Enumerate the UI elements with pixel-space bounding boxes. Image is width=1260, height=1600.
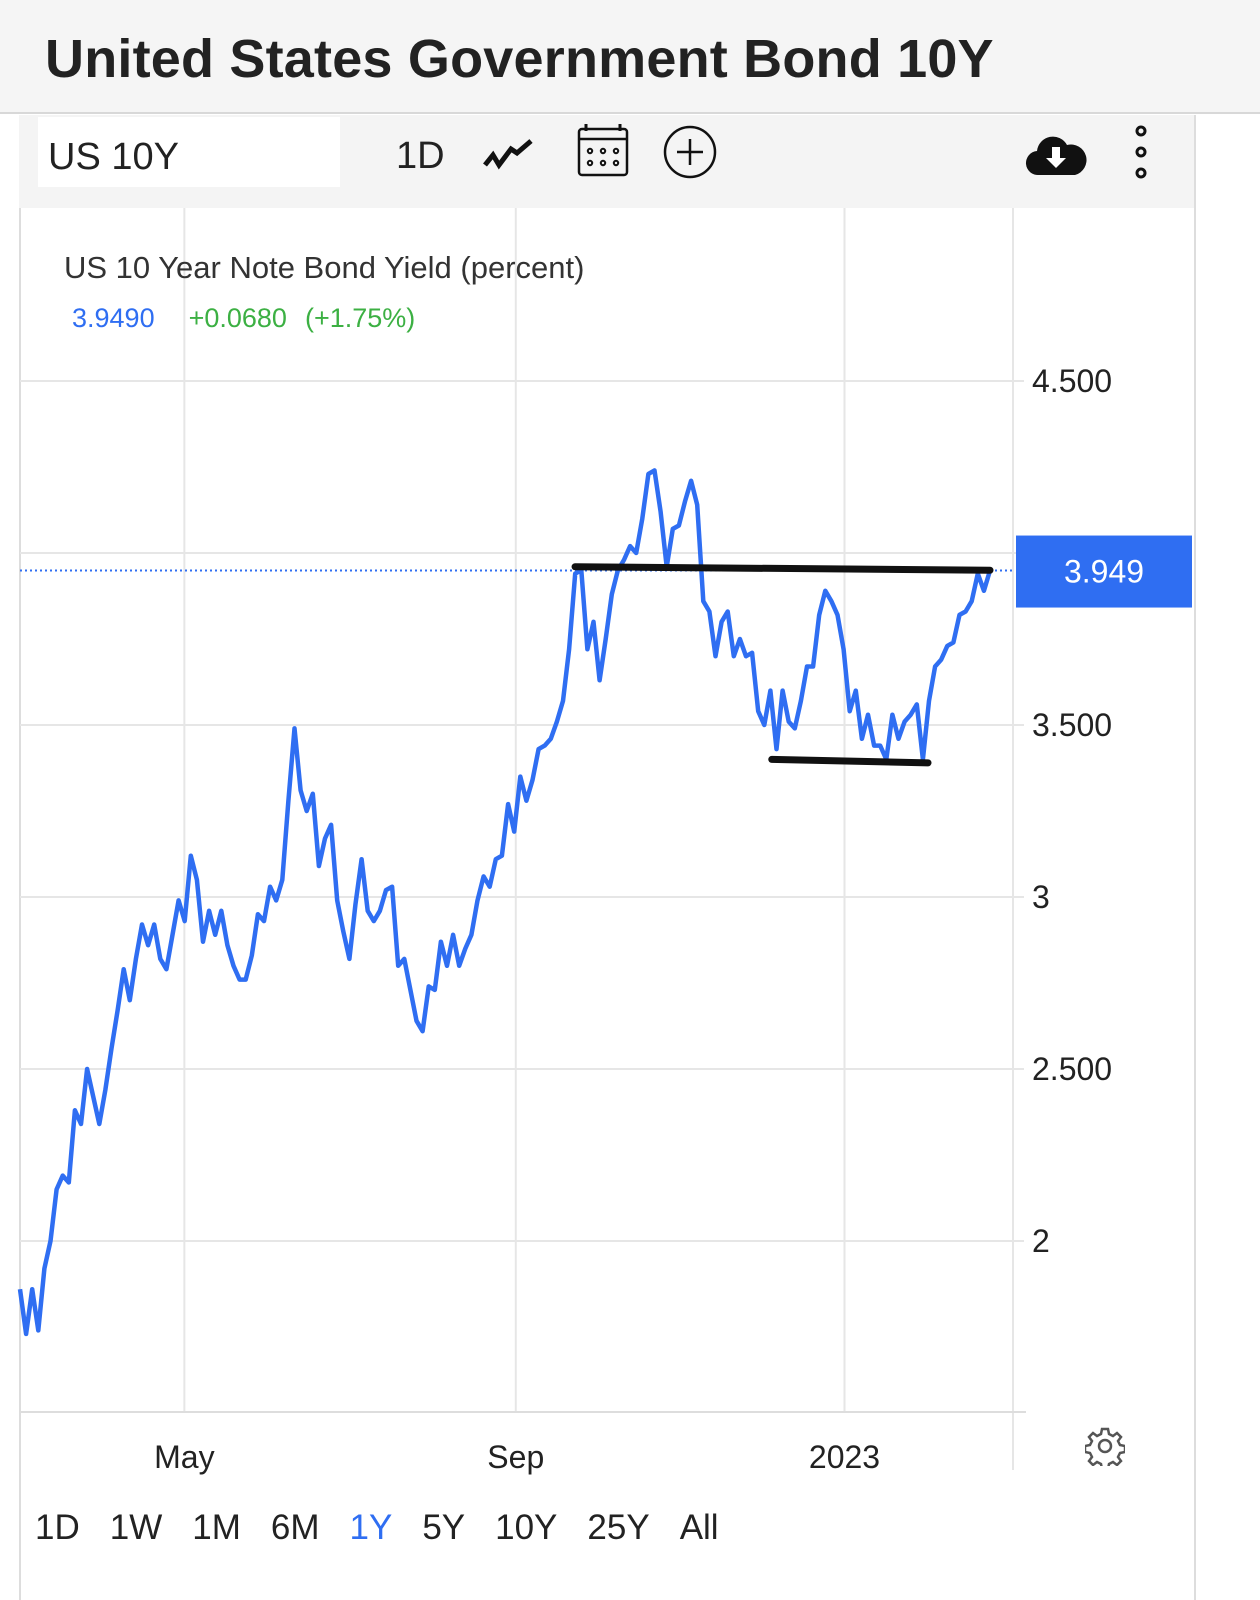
line-chart-icon[interactable]: [481, 135, 537, 175]
range-5y[interactable]: 5Y: [422, 1508, 466, 1547]
y-tick-label: 2: [1032, 1223, 1050, 1259]
chart-toolbar: US 10Y 1D: [19, 115, 1194, 208]
annotation-line: [571, 563, 994, 574]
series-legend-label: US 10 Year Note Bond Yield (percent): [64, 250, 585, 285]
annotation-line: [768, 755, 932, 767]
y-tick-label: 3.500: [1032, 707, 1112, 743]
settings-gear-icon[interactable]: [1085, 1426, 1125, 1466]
symbol-input[interactable]: US 10Y: [38, 117, 340, 187]
y-tick-label: 2.500: [1032, 1051, 1112, 1087]
last-value: 3.9490: [72, 303, 155, 333]
range-selector: 1D 1W 1M 6M 1Y 5Y 10Y 25Y All: [35, 1508, 749, 1548]
x-tick-label: May: [154, 1439, 214, 1475]
series-line: [17, 468, 993, 1337]
range-25y[interactable]: 25Y: [587, 1508, 650, 1547]
plus-circle-icon[interactable]: [662, 124, 718, 180]
x-tick-label: Sep: [487, 1439, 544, 1475]
range-1d[interactable]: 1D: [35, 1508, 80, 1547]
range-6m[interactable]: 6M: [270, 1508, 320, 1547]
interval-button[interactable]: 1D: [396, 135, 445, 177]
last-value-tag-label: 3.949: [1064, 554, 1144, 590]
range-1y[interactable]: 1Y: [349, 1508, 393, 1547]
cloud-download-icon[interactable]: [1025, 133, 1087, 177]
chart-panel: [19, 115, 1196, 1600]
page-header: United States Government Bond 10Y: [0, 0, 1260, 114]
range-1m[interactable]: 1M: [192, 1508, 241, 1547]
page-title: United States Government Bond 10Y: [45, 29, 994, 89]
last-value-tag: [1016, 535, 1192, 608]
y-tick-label: 3: [1032, 879, 1050, 915]
range-all[interactable]: All: [679, 1508, 719, 1547]
more-vertical-icon[interactable]: [1131, 123, 1151, 181]
change-value: +0.0680: [188, 303, 287, 333]
range-1w[interactable]: 1W: [109, 1508, 163, 1547]
legend-stats: 3.9490 +0.0680 (+1.75%): [72, 303, 449, 334]
y-tick-label: 4.500: [1032, 363, 1112, 399]
calendar-icon[interactable]: [576, 121, 630, 179]
x-tick-label: 2023: [809, 1439, 880, 1475]
range-10y[interactable]: 10Y: [495, 1508, 558, 1547]
change-percent: (+1.75%): [304, 303, 416, 333]
